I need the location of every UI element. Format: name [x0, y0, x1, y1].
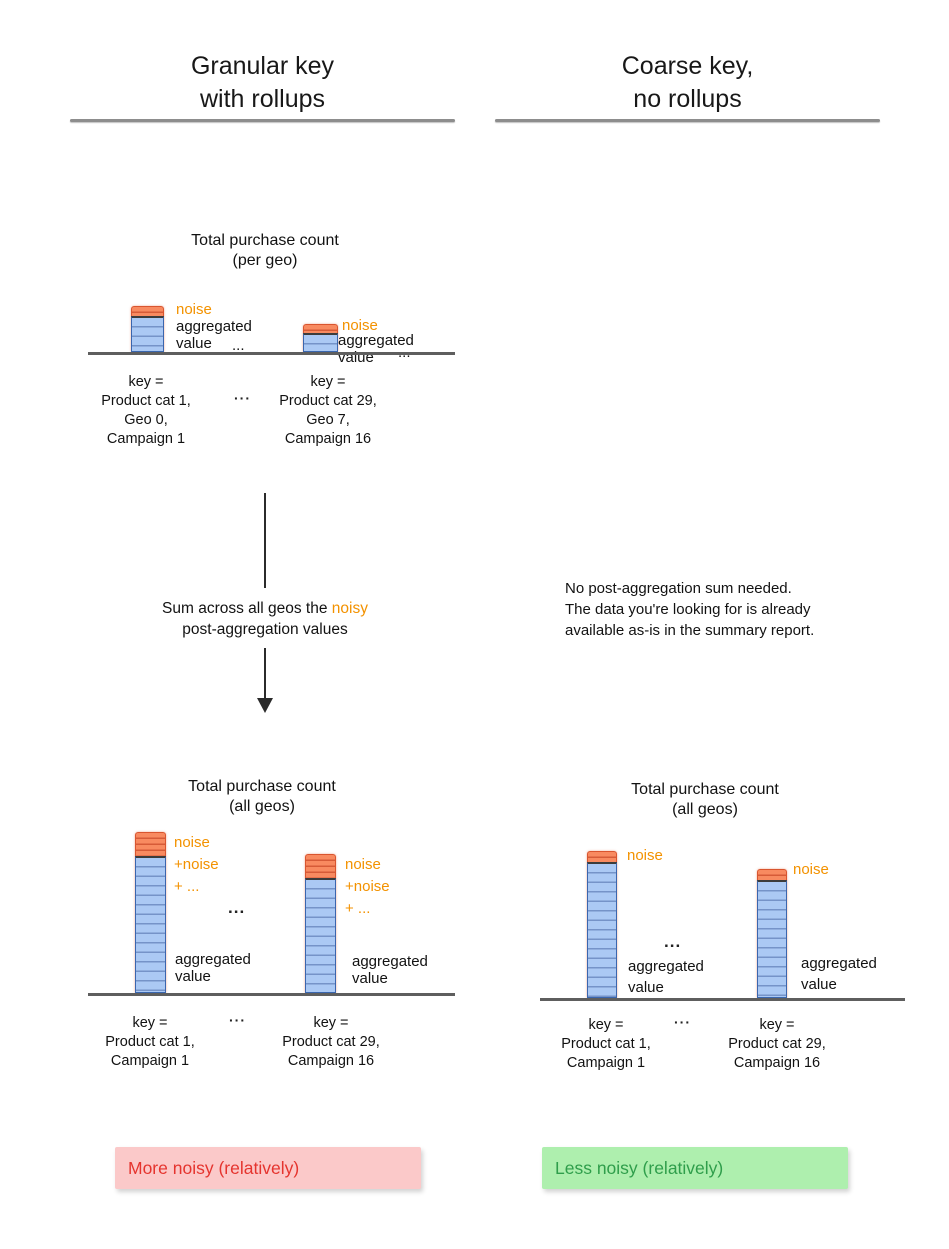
aggregated-value-label: aggregated value — [628, 958, 704, 996]
bars-ellipsis: ... — [228, 898, 246, 917]
key-label-2: key = Product cat 29, Campaign 16 — [728, 1017, 826, 1071]
aggregated-value-label: aggregated value — [352, 953, 428, 987]
arrow-stem-top — [264, 493, 266, 588]
arrow-caption-highlight: noisy — [331, 600, 368, 617]
noise-stack-label: noise +noise + ... — [345, 856, 390, 917]
arrow-caption: Sum across all geos the noisy post-aggre… — [90, 598, 440, 640]
key-label-1: key = Product cat 1, Campaign 1 — [105, 1015, 195, 1069]
left-header-rule — [70, 119, 455, 122]
per-geo-bar-2 — [303, 324, 338, 352]
noise-label: noise — [793, 861, 829, 878]
aggregated-value-segment — [587, 862, 617, 998]
all-geos-coarse-bar-1 — [587, 851, 617, 998]
keys-ellipsis: ··· — [674, 1014, 691, 1030]
left-column-header: Granular key with rollups — [190, 52, 335, 113]
all-geos-granular-chart-title: Total purchase count (all geos) — [188, 778, 336, 815]
noise-segment — [303, 324, 338, 333]
arrow-stem-bottom — [264, 648, 266, 698]
key-label-2: key = Product cat 29, Campaign 16 — [282, 1015, 380, 1069]
noise-label: noise — [176, 301, 212, 318]
aggregated-value-segment — [757, 880, 787, 998]
aggregated-value-label: aggregated value — [175, 951, 251, 985]
all-geos-granular-bar-2 — [305, 854, 336, 993]
arrow-head-icon — [257, 698, 273, 713]
right-column-header: Coarse key, no rollups — [621, 52, 754, 113]
noise-stack-label: noise +noise + ... — [174, 834, 219, 895]
all-geos-granular-axis-baseline — [88, 993, 455, 996]
aggregated-value-segment — [305, 878, 336, 993]
keys-ellipsis: ··· — [229, 1012, 246, 1028]
aggregated-value-label: aggregated value — [176, 318, 252, 352]
ellipsis: ... — [232, 337, 245, 354]
all-geos-granular-bar-1 — [135, 832, 166, 993]
noise-segment — [305, 854, 336, 878]
noise-segment — [757, 869, 787, 880]
arrow-caption-text: Sum across all geos the — [162, 600, 332, 617]
less-noisy-badge: Less noisy (relatively) — [542, 1147, 848, 1189]
aggregated-value-segment — [303, 333, 338, 352]
bars-ellipsis: ... — [664, 932, 682, 951]
key-label-2: key = Product cat 29, Geo 7, Campaign 16 — [279, 374, 377, 447]
arrow-caption-text-2: post-aggregation values — [182, 621, 348, 638]
noise-segment — [131, 306, 164, 316]
noise-label: noise — [342, 317, 378, 334]
per-geo-bar-1 — [131, 306, 164, 352]
no-sum-needed-note: No post-aggregation sum needed. The data… — [565, 580, 815, 639]
key-label-1: key = Product cat 1, Campaign 1 — [561, 1017, 651, 1071]
aggregated-value-segment — [135, 856, 166, 993]
right-header-rule — [495, 119, 880, 122]
noise-label: noise — [627, 847, 663, 864]
more-noisy-badge: More noisy (relatively) — [115, 1147, 421, 1189]
all-geos-coarse-axis-baseline — [540, 998, 905, 1001]
key-label-1: key = Product cat 1, Geo 0, Campaign 1 — [101, 374, 191, 447]
aggregated-value-label: aggregated value — [801, 955, 877, 993]
per-geo-chart-title: Total purchase count (per geo) — [191, 232, 339, 269]
noise-segment — [587, 851, 617, 862]
all-geos-coarse-bar-2 — [757, 869, 787, 998]
per-geo-axis-baseline — [88, 352, 455, 355]
aggregated-value-segment — [131, 316, 164, 352]
all-geos-coarse-chart-title: Total purchase count (all geos) — [631, 781, 779, 818]
noise-segment — [135, 832, 166, 856]
keys-ellipsis: ··· — [234, 390, 251, 406]
